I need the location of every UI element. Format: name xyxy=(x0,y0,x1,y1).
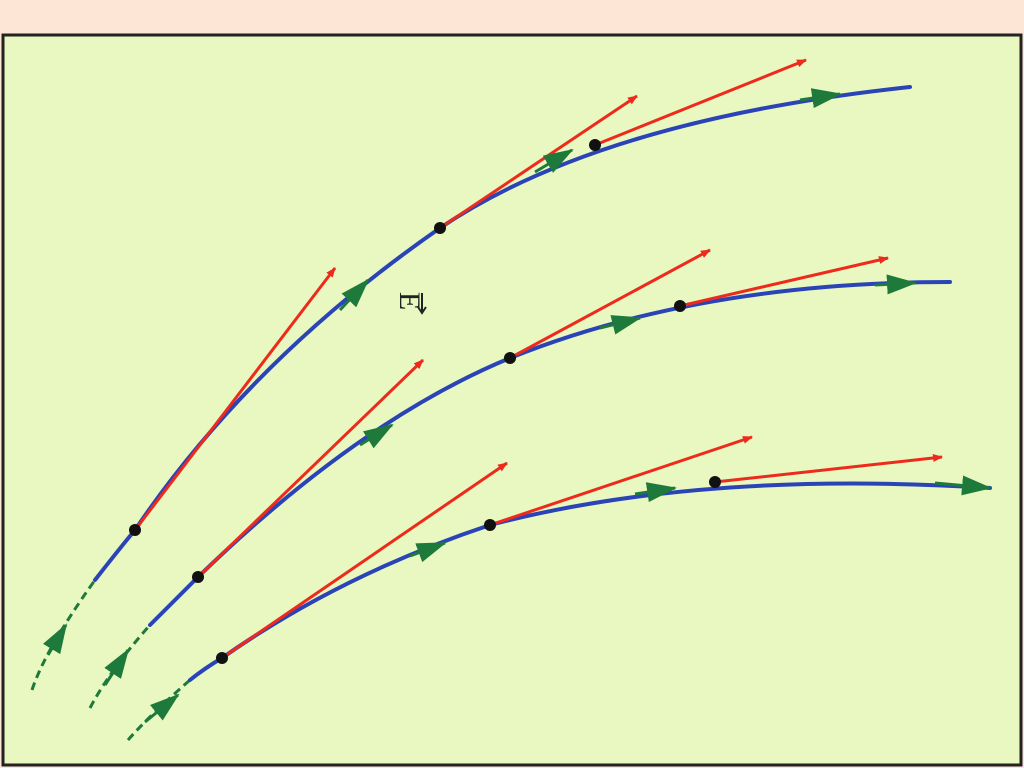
flow-arrow xyxy=(409,541,447,563)
flow-arrow xyxy=(934,475,992,496)
points xyxy=(129,139,721,664)
point xyxy=(434,222,446,234)
flow-arrow xyxy=(338,278,370,312)
point xyxy=(504,352,516,364)
flow-arrow xyxy=(634,482,677,503)
panel xyxy=(1,33,1023,767)
flow-arrow xyxy=(103,648,130,686)
field-line-tail xyxy=(126,678,191,741)
point xyxy=(484,519,496,531)
point xyxy=(674,300,686,312)
tangent-arrow xyxy=(439,94,638,230)
flow-arrow xyxy=(43,623,68,656)
tangent-arrow xyxy=(679,256,889,308)
field-label: E xyxy=(393,292,427,315)
point xyxy=(129,524,141,536)
flow-arrow xyxy=(599,315,642,335)
tangent-arrow xyxy=(133,267,337,531)
point xyxy=(216,652,228,664)
flow-arrow xyxy=(144,693,180,724)
tangent-arrow xyxy=(594,58,807,147)
tangent-arrow xyxy=(714,454,943,484)
point xyxy=(709,476,721,488)
top-band xyxy=(0,0,1024,30)
tangent-arrow xyxy=(196,358,425,579)
flow-arrow xyxy=(874,274,917,295)
tangent-arrow xyxy=(221,461,508,660)
field-symbol: E xyxy=(393,292,426,310)
vector-tip xyxy=(417,306,427,315)
flow-arrow xyxy=(359,423,394,449)
point xyxy=(192,571,204,583)
tangent-arrow xyxy=(509,248,711,360)
flow-arrow xyxy=(534,148,574,174)
point xyxy=(589,139,601,151)
tangent-vectors xyxy=(133,58,943,660)
flow-arrow xyxy=(799,88,842,109)
flow-arrows xyxy=(43,88,992,724)
tangent-arrow xyxy=(489,435,753,527)
